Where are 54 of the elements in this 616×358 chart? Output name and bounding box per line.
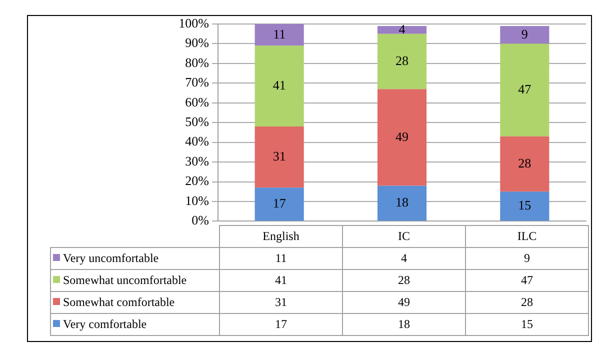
legend-label: Somewhat comfortable — [50, 292, 220, 314]
y-tick-label: 90% — [185, 35, 210, 50]
bar — [500, 44, 550, 136]
data-label: 49 — [342, 292, 466, 314]
data-label: 17 — [272, 196, 286, 211]
data-label: 18 — [342, 314, 466, 336]
y-tick-label: 30% — [185, 153, 210, 168]
data-label: 9 — [466, 248, 588, 270]
data-label: 28 — [342, 270, 466, 292]
bar — [500, 136, 550, 192]
y-tick-label: 50% — [185, 114, 210, 130]
data-label: 28 — [466, 292, 588, 314]
bar — [254, 188, 304, 221]
data-label: 41 — [272, 78, 286, 93]
data-label: 9 — [521, 26, 528, 42]
data-label: 47 — [518, 81, 532, 96]
y-tick-label: 40% — [185, 134, 210, 149]
y-tick-label: 60% — [185, 94, 210, 110]
bar — [254, 126, 304, 188]
legend-label: Somewhat uncomfortable — [50, 270, 220, 292]
y-tick-label: 20% — [185, 173, 210, 188]
bar — [377, 89, 427, 186]
bar — [377, 34, 427, 90]
data-label: 41 — [220, 270, 342, 292]
bar — [377, 26, 427, 34]
y-tick-label: 70% — [185, 74, 210, 90]
y-tick-label: 0% — [192, 212, 210, 228]
bar — [254, 46, 304, 127]
bar — [500, 192, 550, 221]
bar — [377, 186, 427, 221]
category-label: English — [220, 226, 342, 248]
data-label: 11 — [220, 248, 342, 270]
data-label: 15 — [518, 198, 532, 213]
bar — [254, 24, 304, 46]
data-label: 31 — [220, 292, 342, 314]
category-label: IC — [342, 226, 466, 248]
category-label: ILC — [466, 226, 588, 248]
data-label: 4 — [398, 21, 406, 36]
y-tick-label: 100% — [178, 15, 210, 30]
data-label: 31 — [272, 148, 286, 164]
data-label: 28 — [396, 52, 408, 68]
data-label: 18 — [396, 194, 408, 210]
y-tick-label: 80% — [185, 54, 210, 70]
data-label: 28 — [518, 155, 532, 170]
data-label: 49 — [396, 128, 408, 144]
bar — [500, 26, 550, 44]
data-label: 4 — [342, 248, 466, 270]
data-label: 47 — [466, 270, 588, 292]
data-label: 17 — [220, 314, 342, 336]
legend-label: Very uncomfortable — [50, 248, 220, 270]
y-tick-label: 10% — [185, 192, 210, 208]
data-label: 15 — [466, 314, 588, 336]
data-label: 11 — [273, 26, 286, 42]
legend-label: Very comfortable — [50, 314, 220, 336]
